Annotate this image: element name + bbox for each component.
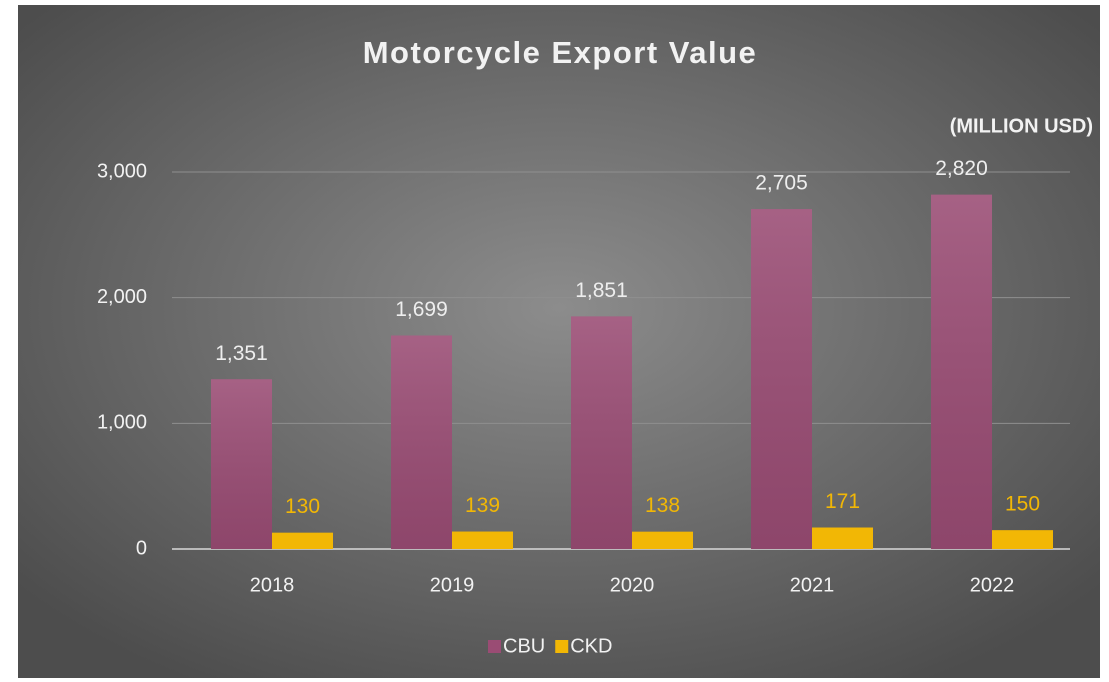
data-label: 138: [645, 494, 680, 517]
bar: [812, 527, 873, 549]
data-label: 1,851: [575, 279, 628, 302]
bar: [751, 209, 812, 550]
bar: [391, 335, 452, 549]
data-label: 171: [825, 490, 860, 513]
data-label: 1,699: [395, 298, 448, 321]
data-label: 2,820: [935, 157, 988, 180]
y-tick-label: 2,000: [97, 286, 147, 308]
bar: [452, 531, 513, 549]
unit-annotation: (MILLION USD): [950, 115, 1093, 137]
data-label: 139: [465, 494, 500, 517]
x-tick-label: 2022: [970, 574, 1015, 596]
x-tick-label: 2018: [250, 574, 295, 596]
data-label: 130: [285, 495, 320, 518]
x-tick-label: 2019: [430, 574, 475, 596]
data-label: 150: [1005, 493, 1040, 516]
bar: [211, 379, 272, 549]
data-label: 2,705: [755, 172, 808, 195]
chart-background: [18, 5, 1100, 678]
bar: [272, 532, 333, 549]
x-tick-label: 2021: [790, 574, 835, 596]
bar: [931, 194, 992, 549]
y-tick-label: 1,000: [97, 412, 147, 434]
legend-swatch: [488, 640, 501, 653]
legend-label: CBU: [503, 635, 545, 657]
chart-title: Motorcycle Export Value: [363, 35, 758, 70]
y-tick-label: 0: [136, 537, 147, 559]
x-tick-label: 2020: [610, 574, 655, 596]
data-label: 1,351: [215, 342, 268, 365]
y-tick-label: 3,000: [97, 160, 147, 182]
bar: [571, 316, 632, 549]
legend-swatch: [555, 640, 569, 653]
bar: [992, 530, 1053, 549]
bar: [632, 531, 693, 549]
legend-label: CKD: [570, 635, 612, 657]
